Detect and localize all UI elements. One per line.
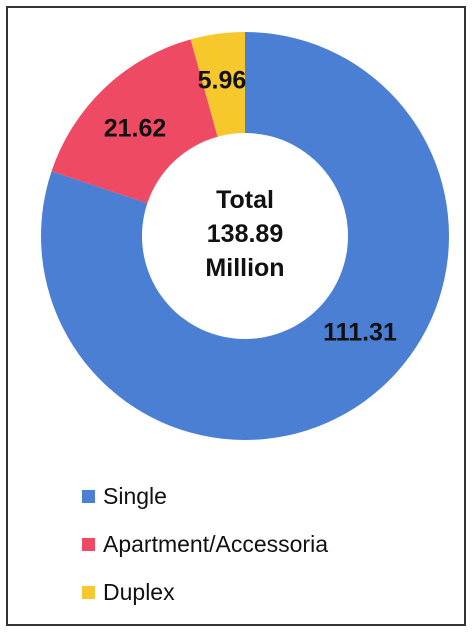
donut-slice-single (41, 32, 449, 441)
legend-swatch-duplex (82, 585, 95, 599)
donut-center-label: Total 138.89 Million (170, 183, 320, 285)
legend-label-single: Single (103, 482, 167, 509)
legend-label-duplex: Duplex (103, 578, 175, 605)
legend-item-duplex: Duplex (82, 568, 328, 616)
legend-item-single: Single (82, 472, 328, 520)
center-label-line-2: 138.89 (206, 220, 284, 248)
data-label-apartment: 21.62 (104, 115, 167, 143)
data-label-single: 111.31 (323, 319, 397, 347)
legend: Single Apartment/Accessoria Duplex (82, 472, 328, 616)
legend-swatch-apartment (82, 537, 95, 551)
donut-slice-duplex (190, 32, 245, 137)
donut-slice-apartment (51, 39, 218, 204)
center-label-line-3: Million (205, 254, 285, 282)
legend-item-apartment: Apartment/Accessoria (82, 520, 328, 568)
center-label-line-1: Total (216, 186, 274, 214)
legend-swatch-single (82, 489, 95, 503)
legend-label-apartment: Apartment/Accessoria (103, 530, 328, 557)
data-label-duplex: 5.96 (198, 67, 247, 95)
